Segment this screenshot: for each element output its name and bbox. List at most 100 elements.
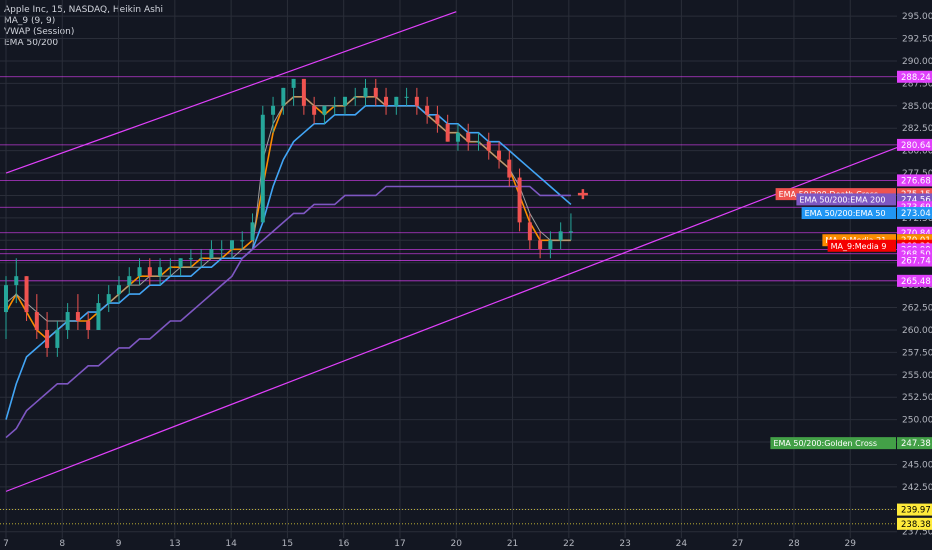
- price-label[interactable]: [897, 254, 932, 267]
- series-line-vwap[interactable]: [5, 96, 571, 322]
- candle-body[interactable]: [568, 231, 573, 233]
- candle-body[interactable]: [229, 240, 234, 250]
- price-tick-label: 237.50: [902, 528, 932, 538]
- price-tick-label: 255.00: [902, 371, 932, 381]
- candle-body[interactable]: [158, 267, 163, 277]
- candle-body[interactable]: [24, 276, 29, 313]
- candle-body[interactable]: [75, 312, 80, 322]
- candle-body[interactable]: [219, 249, 224, 251]
- price-label[interactable]: [897, 247, 932, 260]
- candle-body[interactable]: [425, 105, 430, 115]
- candle-body[interactable]: [548, 240, 553, 250]
- candle-body[interactable]: [178, 258, 183, 268]
- candle-body[interactable]: [260, 114, 265, 223]
- price-label[interactable]: [897, 174, 932, 187]
- time-tick-label: 23: [619, 539, 630, 549]
- time-tick-label: 15: [282, 539, 293, 549]
- candle-body[interactable]: [14, 276, 19, 286]
- price-label[interactable]: [897, 274, 932, 287]
- candle-body[interactable]: [250, 222, 255, 241]
- candle-body[interactable]: [507, 159, 512, 178]
- candle-body[interactable]: [106, 294, 111, 304]
- series-tag[interactable]: [770, 437, 896, 450]
- price-tick-label: 245.00: [902, 460, 932, 470]
- price-label-text: 270.84: [901, 229, 931, 239]
- price-label[interactable]: [897, 138, 932, 151]
- time-tick-label: 9: [116, 539, 122, 549]
- legend-ma9[interactable]: MA_9 (9, 9): [4, 16, 56, 26]
- trend-channel-line[interactable]: [5, 144, 904, 492]
- candle-body[interactable]: [209, 249, 214, 259]
- legend-vwap[interactable]: VWAP (Session): [4, 27, 75, 37]
- candle-body[interactable]: [363, 87, 368, 97]
- candle-body[interactable]: [188, 258, 193, 260]
- candle-body[interactable]: [127, 276, 132, 286]
- series-tag[interactable]: [801, 207, 896, 220]
- series-tag-label: EMA 50/200:EMA 200: [799, 195, 885, 204]
- price-tick-label: 287.50: [902, 79, 932, 89]
- time-tick-label: 7: [3, 539, 9, 549]
- candle-body[interactable]: [404, 96, 409, 98]
- price-tick-label: 295.00: [902, 12, 932, 22]
- candle-body[interactable]: [342, 96, 347, 106]
- price-label[interactable]: [897, 437, 932, 450]
- price-label-text: 267.74: [901, 257, 931, 267]
- chart-legend: Apple Inc, 15, NASDAQ, Heikin Ashi MA_9 …: [4, 5, 163, 49]
- trend-channel-line[interactable]: [5, 11, 457, 174]
- candle-body[interactable]: [527, 222, 532, 241]
- candle-body[interactable]: [486, 141, 491, 151]
- candle-body[interactable]: [558, 231, 563, 241]
- price-label-text: 274.56: [901, 195, 931, 205]
- candle-body[interactable]: [271, 105, 276, 115]
- candle-body[interactable]: [55, 329, 60, 348]
- price-label-text: 265.48: [901, 277, 931, 287]
- candle-body[interactable]: [312, 105, 317, 115]
- time-tick-label: 27: [732, 539, 743, 549]
- legend-ema[interactable]: EMA 50/200: [4, 38, 59, 48]
- candle-body[interactable]: [4, 285, 8, 313]
- candle-body[interactable]: [291, 78, 296, 88]
- candle-body[interactable]: [168, 267, 173, 269]
- price-label-text: 247.38: [901, 439, 931, 449]
- candle-body[interactable]: [116, 285, 121, 295]
- candle-body[interactable]: [384, 96, 389, 106]
- candle-body[interactable]: [147, 267, 152, 277]
- time-tick-label: 8: [59, 539, 65, 549]
- candle-body[interactable]: [394, 96, 399, 106]
- candle-body[interactable]: [322, 105, 327, 115]
- candle-body[interactable]: [466, 132, 471, 142]
- candle-body[interactable]: [45, 329, 50, 348]
- price-tick-label: 260.00: [902, 326, 932, 336]
- candle-body[interactable]: [240, 240, 245, 242]
- price-label[interactable]: [897, 503, 932, 516]
- time-tick-label: 29: [845, 539, 857, 549]
- time-tick-label: 16: [338, 539, 350, 549]
- candle-body[interactable]: [199, 258, 204, 260]
- candle-body[interactable]: [353, 96, 358, 98]
- price-label[interactable]: [897, 207, 932, 220]
- candle-body[interactable]: [476, 141, 481, 143]
- candle-body[interactable]: [517, 177, 522, 223]
- candle-body[interactable]: [137, 267, 142, 277]
- candle-body[interactable]: [96, 303, 101, 330]
- candle-body[interactable]: [301, 78, 306, 106]
- series-line-ema-200[interactable]: [5, 185, 571, 439]
- series-tag[interactable]: [827, 239, 896, 252]
- candle-body[interactable]: [435, 114, 440, 124]
- candle-body[interactable]: [65, 312, 70, 330]
- legend-symbol[interactable]: Apple Inc, 15, NASDAQ, Heikin Ashi: [4, 5, 163, 15]
- series-tag[interactable]: [796, 193, 896, 206]
- candle-body[interactable]: [34, 312, 39, 330]
- candle-body[interactable]: [455, 132, 460, 142]
- price-label[interactable]: [897, 517, 932, 530]
- candle-body[interactable]: [538, 240, 543, 250]
- candle-body[interactable]: [86, 321, 91, 330]
- candle-body[interactable]: [445, 123, 450, 142]
- candle-body[interactable]: [332, 105, 337, 107]
- candle-body[interactable]: [414, 96, 419, 106]
- price-label[interactable]: [897, 70, 932, 83]
- candle-body[interactable]: [373, 87, 378, 97]
- candle-body[interactable]: [281, 87, 286, 106]
- candle-body[interactable]: [497, 150, 502, 160]
